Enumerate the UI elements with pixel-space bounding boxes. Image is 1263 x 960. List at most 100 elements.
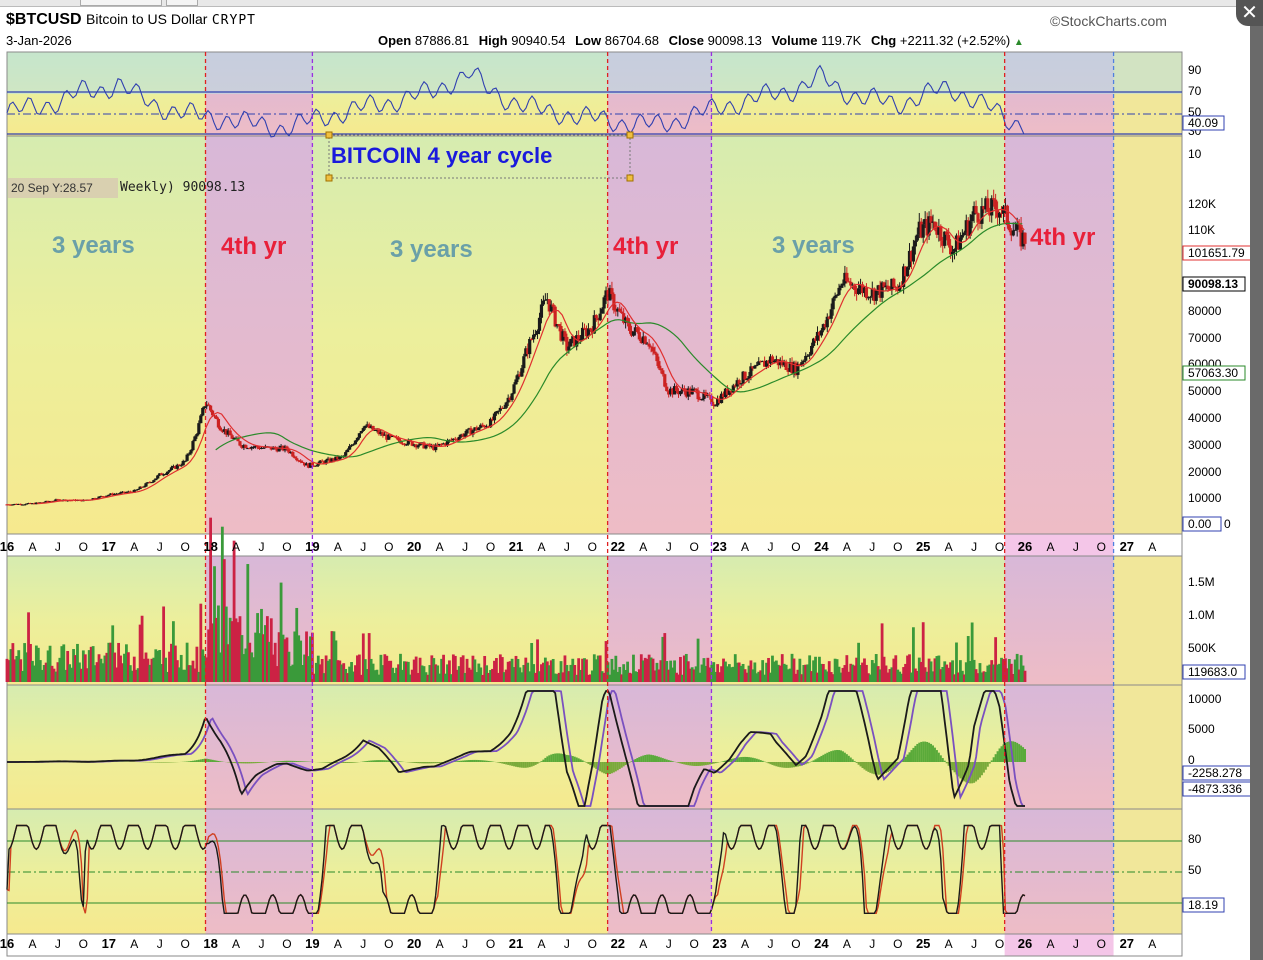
volume-bar	[287, 651, 291, 682]
macd-histogram-bar	[379, 760, 382, 762]
price-candle-body	[761, 360, 765, 362]
volume-bar	[520, 672, 524, 682]
ohlc-close: Close 90098.13	[668, 33, 762, 48]
price-candle-body	[467, 428, 471, 430]
volume-bar	[87, 650, 91, 682]
macd-histogram-bar	[937, 752, 940, 762]
macd-histogram-bar	[430, 762, 433, 764]
selection-handle[interactable]	[626, 131, 634, 139]
ticker-symbol: $BTCUSD	[6, 11, 82, 28]
close-icon[interactable]: ✕	[1236, 0, 1263, 26]
price-candle-body	[696, 390, 700, 400]
volume-bar	[399, 653, 402, 682]
price-candle-body	[169, 467, 174, 471]
browser-tab[interactable]	[166, 0, 198, 6]
volume-bar	[835, 659, 839, 682]
volume-bar	[1009, 663, 1013, 682]
x-axis-1-label: 20	[407, 539, 421, 554]
macd-histogram-bar	[381, 760, 384, 762]
price-candle-body	[387, 434, 391, 440]
price-candle-body	[876, 285, 880, 290]
macd-zone-y	[7, 685, 206, 809]
macd-histogram-bar	[841, 751, 844, 762]
x-axis-1-label: A	[334, 540, 342, 554]
volume-bar	[500, 657, 504, 682]
volume-bar	[788, 668, 792, 682]
price-candle-body	[506, 397, 510, 403]
window-scrollbar[interactable]	[1250, 26, 1263, 960]
price-candle-body	[898, 285, 902, 291]
volume-bar	[160, 664, 164, 682]
selection-handle[interactable]	[325, 131, 333, 139]
price-candle-body	[868, 296, 872, 298]
volume-bar	[585, 659, 588, 682]
price-candle-body	[259, 447, 264, 449]
selection-handle[interactable]	[626, 174, 634, 182]
price-candle-body	[655, 353, 659, 362]
macd-histogram-bar	[436, 762, 439, 764]
volume-bar	[34, 645, 38, 682]
volume-bar	[354, 665, 357, 682]
price-candle-body	[649, 346, 653, 348]
price-candle-body	[389, 434, 393, 437]
macd-histogram-bar	[301, 761, 304, 762]
browser-tab[interactable]	[80, 0, 162, 6]
macd-histogram-bar	[744, 756, 747, 762]
macd-histogram-bar	[845, 754, 848, 762]
macd-histogram-bar	[812, 760, 815, 762]
macd-histogram-bar	[984, 762, 987, 770]
price-candle-body	[982, 206, 986, 210]
rsi-teal-band	[7, 52, 1182, 94]
macd-histogram-bar	[671, 761, 674, 762]
selection-handle[interactable]	[325, 174, 333, 182]
price-candle-body	[674, 386, 679, 391]
volume-bar	[211, 623, 214, 682]
volume-bar	[804, 664, 808, 682]
macd-histogram-bar	[810, 761, 813, 762]
price-candle-body	[353, 440, 358, 445]
price-tick-label: 30000	[1188, 438, 1222, 452]
price-candle-body	[148, 482, 152, 484]
volume-bar	[702, 658, 706, 682]
x-axis-2-label: J	[360, 937, 366, 951]
volume-bar	[496, 672, 500, 682]
price-candle-body	[764, 360, 769, 367]
macd-histogram-bar	[489, 761, 492, 762]
price-candle-body	[878, 285, 882, 298]
macd-histogram-bar	[638, 757, 641, 762]
macd-histogram-bar	[518, 762, 521, 768]
price-candle-body	[915, 234, 919, 241]
volume-bar	[121, 663, 124, 682]
volume-bar	[679, 656, 682, 682]
volume-bar	[265, 616, 269, 682]
volume-bar	[847, 671, 851, 682]
macd-histogram-bar	[424, 762, 427, 764]
x-axis-2-label: 21	[509, 936, 523, 951]
volume-bar	[861, 662, 864, 682]
volume-bar	[526, 662, 530, 682]
volume-bar	[577, 658, 581, 682]
price-candle-body	[872, 288, 876, 301]
volume-bar	[254, 632, 258, 682]
volume-bar	[111, 625, 115, 682]
price-candle-body	[46, 500, 50, 502]
volume-bar	[596, 655, 600, 682]
volume-bar	[95, 662, 99, 682]
price-candle-body	[980, 206, 984, 224]
price-candle-body	[663, 374, 667, 387]
volume-bar	[557, 672, 561, 682]
volume-bar	[910, 672, 913, 682]
volume-bar	[542, 662, 545, 682]
volume-bar	[242, 654, 246, 682]
macd-histogram-bar	[746, 756, 749, 762]
x-axis-2-label: A	[537, 937, 545, 951]
macd-histogram-bar	[432, 762, 435, 764]
volume-bar	[937, 655, 941, 682]
volume-bar	[148, 664, 152, 682]
volume-bar	[966, 636, 970, 682]
volume-bar	[68, 664, 72, 682]
x-axis-2-label: A	[436, 937, 444, 951]
price-candle-body	[500, 407, 504, 409]
volume-bar	[150, 658, 154, 682]
